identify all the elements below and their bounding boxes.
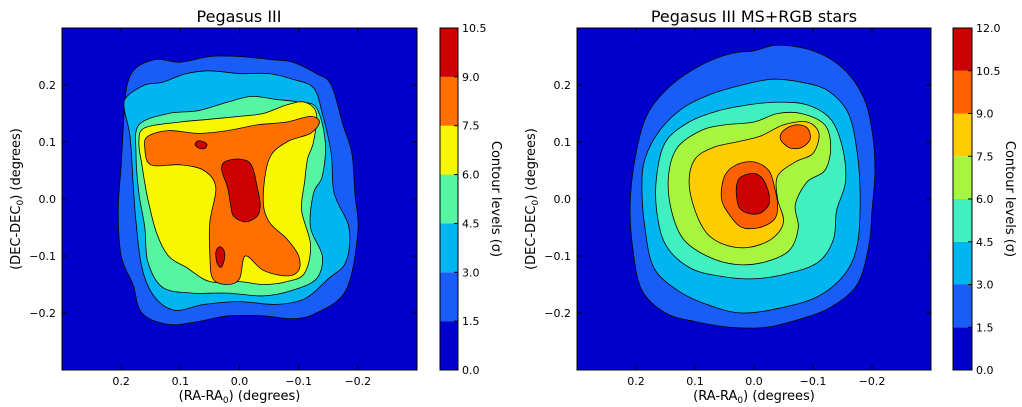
colorbar-band xyxy=(440,28,458,77)
x-tick-label: 0.0 xyxy=(231,375,249,388)
chart-panel-1: 0.2 0.1 0.0 −0.1 −0.2 0.2 0.1 0.0 −0.1 −0.2 Pegasu… xyxy=(9,7,503,406)
x-tick-label: −0.1 xyxy=(285,375,312,388)
colorbar-band xyxy=(440,223,458,273)
x-tick-label: 0.1 xyxy=(686,375,704,388)
chart-title: Pegasus III xyxy=(197,7,282,26)
colorbar-tick-label: 0.0 xyxy=(462,364,480,377)
colorbar-tick-label: 3.0 xyxy=(462,266,480,279)
y-tick-label: 0.1 xyxy=(554,136,572,149)
colorbar-tick-label: 9.0 xyxy=(462,71,480,84)
colorbar-label: Contour levels (σ) xyxy=(488,141,503,257)
y-tick-label: −0.1 xyxy=(544,250,571,263)
colorbar-tick-label: 7.5 xyxy=(976,150,994,163)
colorbar-frame xyxy=(439,27,459,371)
y-tick-label: 0.0 xyxy=(39,193,57,206)
colorbar-band xyxy=(953,113,972,157)
colorbar: 0.0 1.5 3.0 4.5 6.0 7.5 9.0 10.5 Contour levels … xyxy=(439,22,503,377)
colorbar-tick-label: 1.5 xyxy=(462,315,480,328)
colorbar-band xyxy=(953,284,972,328)
x-tick-label: −0.2 xyxy=(344,375,371,388)
colorbar-band xyxy=(953,327,972,370)
contour-level-9 xyxy=(194,140,208,150)
colorbar-band xyxy=(440,174,458,224)
colorbar-tick-label: 6.0 xyxy=(976,193,994,206)
x-axis-label: (RA-RA0) (degrees) xyxy=(693,389,815,406)
x-axis-label: (RA-RA0) (degrees) xyxy=(179,389,301,406)
colorbar-tick-label: 12.0 xyxy=(976,22,1001,35)
colorbar-tick-label: 4.5 xyxy=(976,236,994,249)
colorbar-label: Contour levels (σ) xyxy=(1002,141,1017,257)
colorbar: 0.0 1.5 3.0 4.5 6.0 7.5 9.0 10.5 12.0 Contour lev… xyxy=(952,22,1017,377)
y-axis-label: (DEC-DEC0) (degrees) xyxy=(9,128,26,270)
x-tick-label: −0.1 xyxy=(800,375,827,388)
colorbar-band xyxy=(953,156,972,199)
y-tick-label: −0.1 xyxy=(29,250,56,263)
colorbar-tick-label: 10.5 xyxy=(976,65,1001,78)
colorbar-band xyxy=(953,199,972,242)
colorbar-tick-label: 0.0 xyxy=(976,364,994,377)
contour-level-9 xyxy=(779,124,811,150)
x-tick-label: 0.2 xyxy=(112,375,130,388)
colorbar-tick-label: 6.0 xyxy=(462,169,480,182)
x-tick-label: 0.2 xyxy=(627,375,645,388)
contour-level-9 xyxy=(221,158,261,223)
y-tick-label: 0.2 xyxy=(39,79,57,92)
colorbar-tick-label: 9.0 xyxy=(976,108,994,121)
colorbar-tick-label: 1.5 xyxy=(976,321,994,334)
y-tick-label: −0.2 xyxy=(544,307,571,320)
contour-level-9 xyxy=(215,246,226,268)
colorbar-tick-label: 4.5 xyxy=(462,217,480,230)
y-tick-label: 0.1 xyxy=(39,136,57,149)
colorbar-band xyxy=(953,241,972,285)
colorbar-band xyxy=(440,272,458,322)
colorbar-band xyxy=(440,125,458,175)
y-tick-label: 0.2 xyxy=(554,79,572,92)
colorbar-tick-label: 7.5 xyxy=(462,120,480,133)
colorbar-tick-label: 10.5 xyxy=(462,22,487,35)
y-tick-label: 0.0 xyxy=(554,193,572,206)
colorbar-tick-label: 3.0 xyxy=(976,279,994,292)
colorbar-band xyxy=(953,70,972,114)
colorbar-band xyxy=(440,76,458,126)
x-tick-label: 0.1 xyxy=(172,375,190,388)
colorbar-band xyxy=(440,321,458,370)
x-tick-label: 0.0 xyxy=(745,375,763,388)
x-tick-label: −0.2 xyxy=(859,375,886,388)
contour-level-10-5 xyxy=(735,172,771,215)
y-axis-label: (DEC-DEC0) (degrees) xyxy=(524,128,541,270)
chart-title: Pegasus III MS+RGB stars xyxy=(651,7,857,26)
colorbar-band xyxy=(953,28,972,71)
chart-panel-2: 0.2 0.1 0.0 −0.1 −0.2 0.2 0.1 0.0 −0.1 −0.2 Pegasu… xyxy=(524,7,1017,406)
y-tick-label: −0.2 xyxy=(29,307,56,320)
